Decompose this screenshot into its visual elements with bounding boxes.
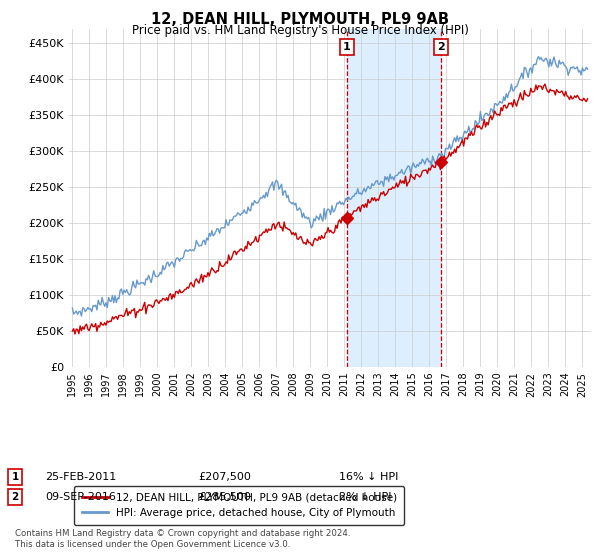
Text: 1: 1 [343, 42, 351, 52]
Text: Contains HM Land Registry data © Crown copyright and database right 2024.
This d: Contains HM Land Registry data © Crown c… [15, 529, 350, 549]
Text: 12, DEAN HILL, PLYMOUTH, PL9 9AB: 12, DEAN HILL, PLYMOUTH, PL9 9AB [151, 12, 449, 27]
Text: £285,500: £285,500 [198, 492, 251, 502]
Text: Price paid vs. HM Land Registry's House Price Index (HPI): Price paid vs. HM Land Registry's House … [131, 24, 469, 37]
Text: 16% ↓ HPI: 16% ↓ HPI [339, 472, 398, 482]
Legend: 12, DEAN HILL, PLYMOUTH, PL9 9AB (detached house), HPI: Average price, detached : 12, DEAN HILL, PLYMOUTH, PL9 9AB (detach… [74, 486, 404, 525]
Text: 2: 2 [437, 42, 445, 52]
Text: 09-SEP-2016: 09-SEP-2016 [45, 492, 116, 502]
Text: 1: 1 [11, 472, 19, 482]
Text: 25-FEB-2011: 25-FEB-2011 [45, 472, 116, 482]
Text: 2% ↓ HPI: 2% ↓ HPI [339, 492, 391, 502]
Bar [347, 29, 441, 367]
Text: 2: 2 [11, 492, 19, 502]
Text: £207,500: £207,500 [198, 472, 251, 482]
